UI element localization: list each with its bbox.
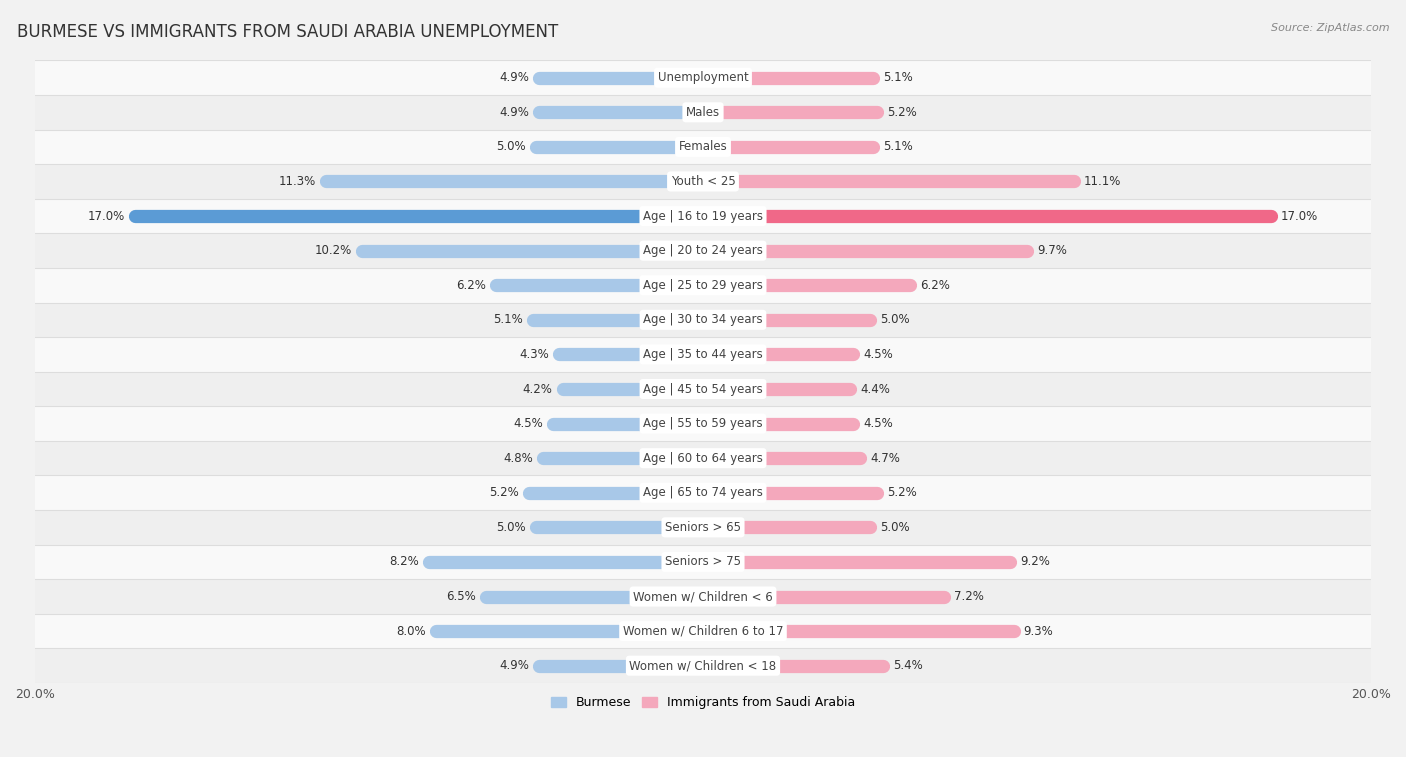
FancyBboxPatch shape [18,268,1388,303]
Text: Age | 55 to 59 years: Age | 55 to 59 years [643,417,763,430]
FancyBboxPatch shape [18,649,1388,683]
FancyBboxPatch shape [18,61,1388,95]
Text: Age | 65 to 74 years: Age | 65 to 74 years [643,486,763,500]
Text: 4.8%: 4.8% [503,452,533,465]
Text: 4.9%: 4.9% [499,659,529,672]
Text: 4.9%: 4.9% [499,71,529,84]
Text: Women w/ Children 6 to 17: Women w/ Children 6 to 17 [623,625,783,637]
Text: Age | 25 to 29 years: Age | 25 to 29 years [643,279,763,291]
FancyBboxPatch shape [18,303,1388,337]
FancyBboxPatch shape [18,510,1388,544]
Text: 17.0%: 17.0% [1281,210,1317,223]
Text: 6.2%: 6.2% [920,279,950,291]
Text: Seniors > 65: Seniors > 65 [665,521,741,534]
Text: Unemployment: Unemployment [658,71,748,84]
Text: Age | 16 to 19 years: Age | 16 to 19 years [643,210,763,223]
Text: 4.5%: 4.5% [863,417,893,430]
Text: 5.1%: 5.1% [883,71,912,84]
Text: 11.1%: 11.1% [1084,175,1121,188]
FancyBboxPatch shape [18,199,1388,233]
FancyBboxPatch shape [18,95,1388,129]
Text: 4.5%: 4.5% [863,348,893,361]
Text: Age | 20 to 24 years: Age | 20 to 24 years [643,245,763,257]
Text: 5.0%: 5.0% [496,140,526,154]
FancyBboxPatch shape [18,164,1388,199]
Text: Age | 45 to 54 years: Age | 45 to 54 years [643,382,763,395]
Text: Seniors > 75: Seniors > 75 [665,556,741,569]
Text: 10.2%: 10.2% [315,245,353,257]
Text: Females: Females [679,140,727,154]
Text: Youth < 25: Youth < 25 [671,175,735,188]
Text: 11.3%: 11.3% [278,175,315,188]
Text: 4.9%: 4.9% [499,106,529,119]
Text: 6.2%: 6.2% [456,279,486,291]
FancyBboxPatch shape [18,407,1388,441]
Text: Males: Males [686,106,720,119]
Text: 4.7%: 4.7% [870,452,900,465]
Text: Age | 30 to 34 years: Age | 30 to 34 years [643,313,763,326]
Text: 4.5%: 4.5% [513,417,543,430]
Text: Age | 35 to 44 years: Age | 35 to 44 years [643,348,763,361]
Text: 8.2%: 8.2% [389,556,419,569]
FancyBboxPatch shape [18,441,1388,475]
FancyBboxPatch shape [18,233,1388,268]
Text: Women w/ Children < 18: Women w/ Children < 18 [630,659,776,672]
Text: 5.0%: 5.0% [880,521,910,534]
FancyBboxPatch shape [18,579,1388,614]
Text: 5.0%: 5.0% [880,313,910,326]
Text: 4.3%: 4.3% [520,348,550,361]
FancyBboxPatch shape [18,614,1388,649]
Text: 5.1%: 5.1% [883,140,912,154]
FancyBboxPatch shape [18,372,1388,407]
Legend: Burmese, Immigrants from Saudi Arabia: Burmese, Immigrants from Saudi Arabia [546,691,860,714]
Text: BURMESE VS IMMIGRANTS FROM SAUDI ARABIA UNEMPLOYMENT: BURMESE VS IMMIGRANTS FROM SAUDI ARABIA … [17,23,558,41]
Text: 5.2%: 5.2% [489,486,519,500]
Text: Source: ZipAtlas.com: Source: ZipAtlas.com [1271,23,1389,33]
Text: 5.1%: 5.1% [494,313,523,326]
Text: 7.2%: 7.2% [953,590,983,603]
Text: 9.2%: 9.2% [1021,556,1050,569]
Text: 4.4%: 4.4% [860,382,890,395]
Text: 9.7%: 9.7% [1038,245,1067,257]
Text: 4.2%: 4.2% [523,382,553,395]
Text: Women w/ Children < 6: Women w/ Children < 6 [633,590,773,603]
Text: 5.2%: 5.2% [887,486,917,500]
Text: 5.4%: 5.4% [893,659,924,672]
FancyBboxPatch shape [18,475,1388,510]
Text: 8.0%: 8.0% [396,625,426,637]
Text: 6.5%: 6.5% [446,590,475,603]
FancyBboxPatch shape [18,337,1388,372]
Text: Age | 60 to 64 years: Age | 60 to 64 years [643,452,763,465]
FancyBboxPatch shape [18,544,1388,579]
Text: 9.3%: 9.3% [1024,625,1053,637]
FancyBboxPatch shape [18,129,1388,164]
Text: 17.0%: 17.0% [89,210,125,223]
Text: 5.2%: 5.2% [887,106,917,119]
Text: 5.0%: 5.0% [496,521,526,534]
